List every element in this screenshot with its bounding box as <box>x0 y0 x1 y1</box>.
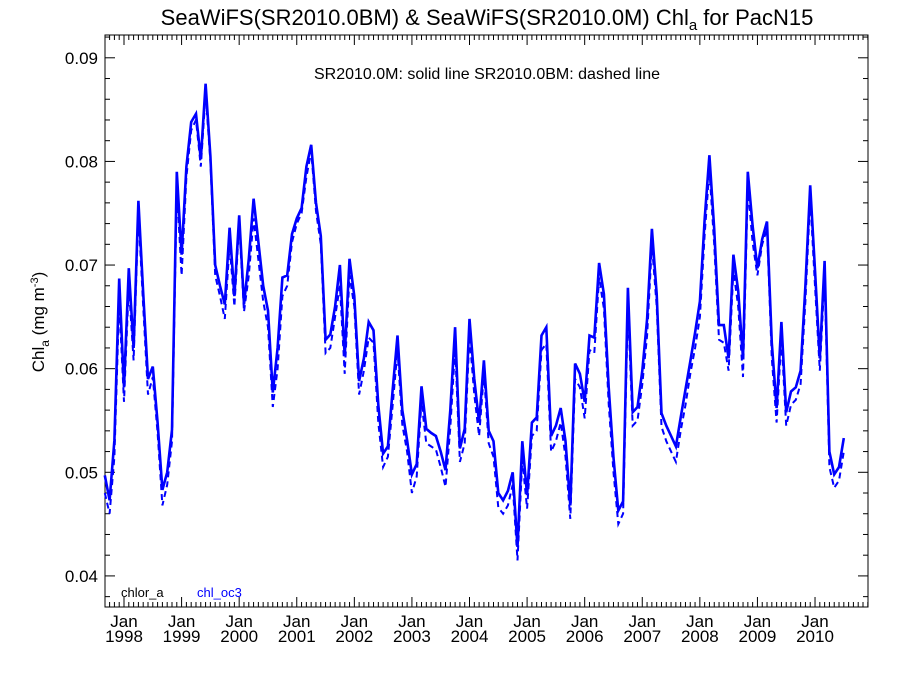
legend-chlor-a: chlor_a <box>121 585 164 600</box>
axis-ticks: 0.040.050.060.070.080.09Jan1998Jan1999Ja… <box>65 35 869 646</box>
legend-chl-oc3: chl_oc3 <box>197 585 242 600</box>
x-tick-year: 2008 <box>681 627 719 646</box>
x-tick-year: 2005 <box>508 627 546 646</box>
x-tick-month: Jan <box>744 612 771 631</box>
series-line-sr2010-0m <box>103 83 846 547</box>
y-tick-label: 0.04 <box>65 567 98 586</box>
x-tick-year: 2009 <box>739 627 777 646</box>
x-tick-year: 1998 <box>105 627 143 646</box>
x-tick-year: 2003 <box>393 627 431 646</box>
x-tick-year: 2002 <box>335 627 373 646</box>
x-tick-month: Jan <box>341 612 368 631</box>
x-tick-month: Jan <box>225 612 252 631</box>
x-tick-year: 2007 <box>623 627 661 646</box>
plot-frame <box>104 34 869 608</box>
x-tick-year: 2000 <box>220 627 258 646</box>
line-style-annotation: SR2010.0M: solid line SR2010.0BM: dashed… <box>314 66 660 83</box>
x-tick-month: Jan <box>571 612 598 631</box>
x-tick-month: Jan <box>801 612 828 631</box>
y-axis-label: Chla (mg m-3) <box>29 272 52 373</box>
x-tick-year: 2010 <box>796 627 834 646</box>
x-tick-month: Jan <box>629 612 656 631</box>
x-tick-month: Jan <box>513 612 540 631</box>
y-tick-label: 0.06 <box>65 360 98 379</box>
series-lines <box>103 83 846 561</box>
x-tick-year: 2001 <box>278 627 316 646</box>
x-tick-month: Jan <box>110 612 137 631</box>
y-tick-label: 0.07 <box>65 256 98 275</box>
x-tick-month: Jan <box>168 612 195 631</box>
series-line-sr2010-0bm <box>103 94 845 561</box>
x-tick-year: 2006 <box>566 627 604 646</box>
x-tick-month: Jan <box>686 612 713 631</box>
x-tick-month: Jan <box>398 612 425 631</box>
plot-axes <box>104 34 869 608</box>
y-tick-label: 0.09 <box>65 49 98 68</box>
y-tick-label: 0.05 <box>65 463 98 482</box>
y-tick-label: 0.08 <box>65 152 98 171</box>
chart-title: SeaWiFS(SR2010.0BM) & SeaWiFS(SR2010.0M)… <box>161 5 814 34</box>
x-tick-year: 1999 <box>163 627 201 646</box>
x-tick-year: 2004 <box>451 627 489 646</box>
x-tick-month: Jan <box>283 612 310 631</box>
x-tick-month: Jan <box>456 612 483 631</box>
